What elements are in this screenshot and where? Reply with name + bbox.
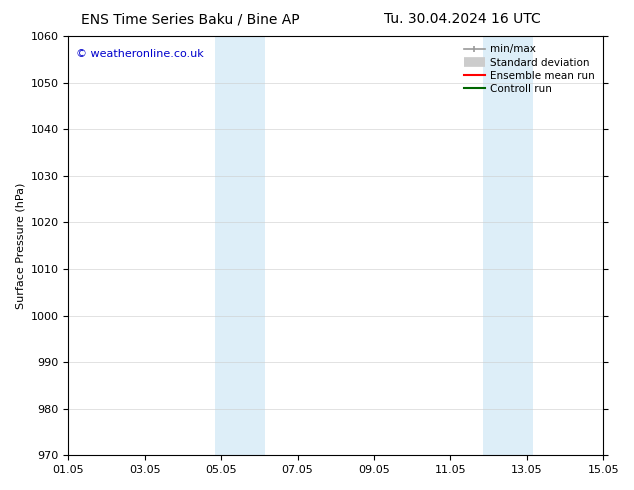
Bar [483, 36, 533, 455]
Bar [216, 36, 265, 455]
Text: ENS Time Series Baku / Bine AP: ENS Time Series Baku / Bine AP [81, 12, 299, 26]
Legend: min/max, Standard deviation, Ensemble mean run, Controll run: min/max, Standard deviation, Ensemble me… [461, 41, 598, 97]
Y-axis label: Surface Pressure (hPa): Surface Pressure (hPa) [15, 183, 25, 309]
Text: Tu. 30.04.2024 16 UTC: Tu. 30.04.2024 16 UTC [384, 12, 541, 26]
Text: © weatheronline.co.uk: © weatheronline.co.uk [77, 49, 204, 59]
